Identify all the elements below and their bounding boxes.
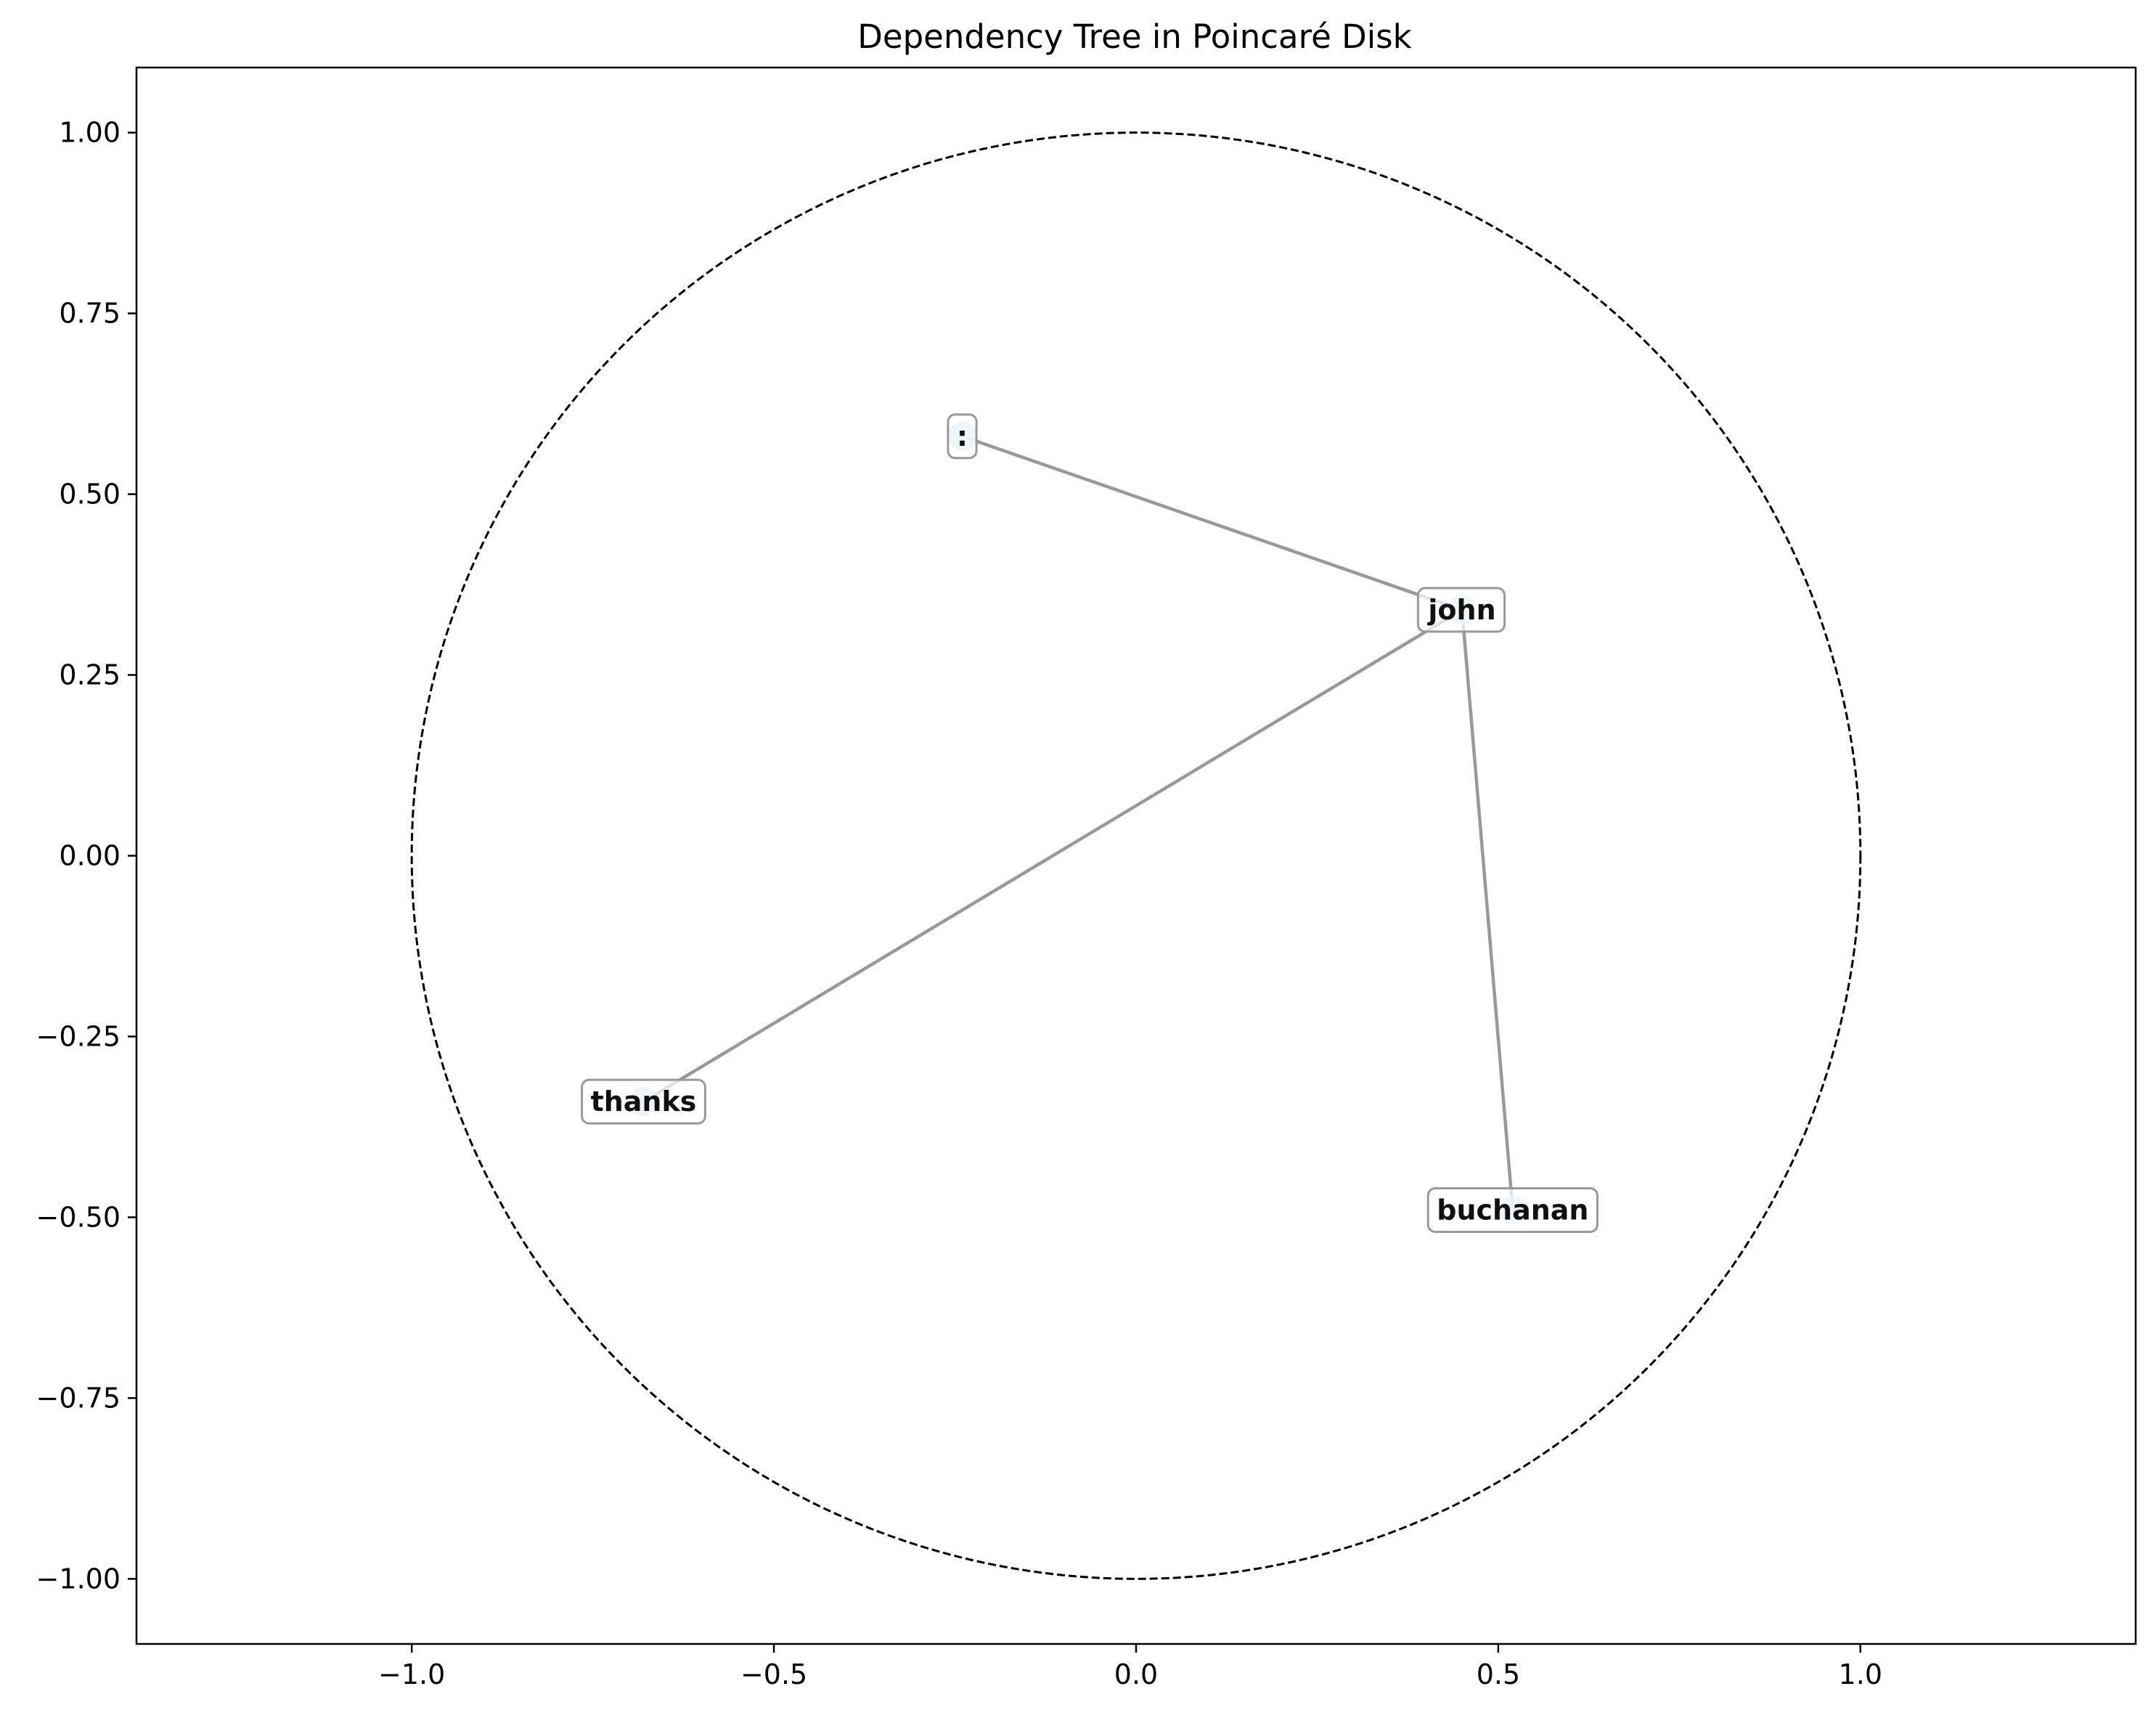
edges-layer	[642, 434, 1515, 1210]
poincare-boundary-circle	[410, 131, 1862, 1580]
axes-layer: −1.0 −0.5 0.0 0.5 1.0 1.00 0.75 0.50 0.25 0.00 −0.…	[36, 66, 2137, 1690]
node-label-group-buchanan: buchanan	[1426, 1186, 1598, 1233]
x-tick-label: 0.0	[1114, 1658, 1158, 1690]
node-label-john: john	[1426, 594, 1495, 626]
y-tick-label: −0.25	[36, 1020, 121, 1052]
node-label-group-john: john	[1416, 587, 1506, 633]
x-tick-label: −0.5	[740, 1658, 807, 1690]
node-label-colon: :	[957, 420, 968, 452]
x-tick-label: −1.0	[378, 1658, 445, 1690]
plot-frame	[135, 66, 2137, 1645]
node-label-box-thanks	[581, 1078, 706, 1125]
node-label-box-buchanan	[1426, 1186, 1598, 1233]
node-label-thanks: thanks	[591, 1086, 697, 1117]
y-tick-label: 0.00	[59, 840, 121, 872]
y-tick-label: 0.75	[59, 298, 121, 330]
node-label-buchanan: buchanan	[1437, 1194, 1588, 1226]
edge-john-buchanan	[1460, 609, 1515, 1210]
node-label-group-colon: :	[947, 413, 978, 460]
labels-layer: : john thanks buchanan	[581, 413, 1598, 1233]
y-tick-label: −0.75	[36, 1382, 121, 1414]
boundary-layer	[410, 131, 1862, 1580]
node-label-box-colon	[947, 413, 978, 460]
y-tick-label: −0.50	[36, 1201, 121, 1233]
y-tick-label: 1.00	[59, 117, 121, 149]
nodes-layer	[629, 421, 1527, 1225]
x-tick-label: 0.5	[1477, 1658, 1520, 1690]
y-tick-label: 0.25	[59, 659, 121, 691]
chart-title: Dependency Tree in Poincaré Disk	[857, 17, 1412, 56]
edge-john-thanks	[642, 608, 1463, 1104]
y-tick-label: −1.00	[36, 1563, 121, 1595]
node-label-group-thanks: thanks	[581, 1078, 706, 1125]
y-tick-label: 0.50	[59, 479, 121, 510]
node-label-box-john	[1416, 587, 1506, 633]
edge-john-colon	[961, 434, 1463, 612]
x-tick-label: 1.0	[1839, 1658, 1882, 1690]
